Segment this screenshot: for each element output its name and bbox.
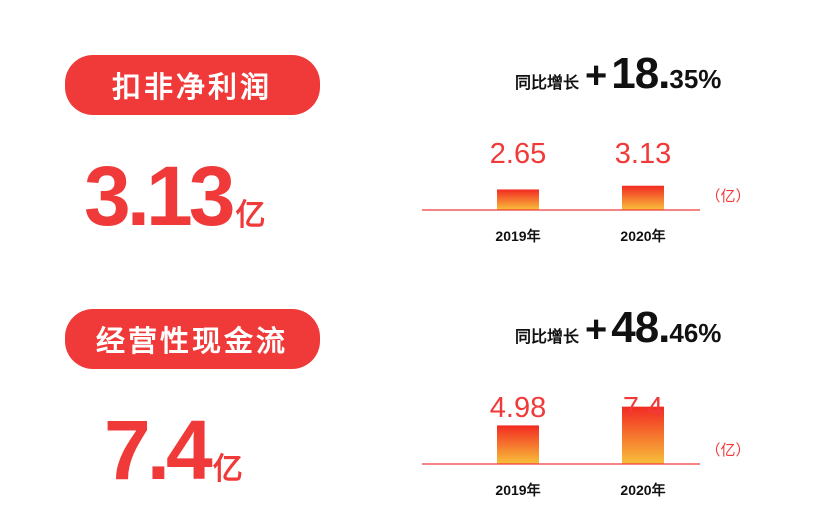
growth-sign: + [585,309,607,351]
headline-value: 7.4 [104,403,213,497]
x-tick-label: 2020年 [620,482,665,498]
section-title: 扣非净利润 [112,70,272,104]
headline-unit: 亿 [213,453,243,486]
value-label: 7.4 [623,392,663,424]
value-label: 4.98 [490,392,546,424]
growth-fraction: 35% [669,64,721,94]
title-pill [65,309,320,369]
bar [622,185,664,210]
growth: 同比增长 +48.46% [515,303,721,352]
growth-label: 同比增长 [515,73,580,92]
value-label: 3.13 [615,138,671,170]
headline-value: 3.13 [84,149,233,243]
growth: 同比增长 +18.35% [515,49,721,98]
growth-whole: 18. [611,49,669,98]
headline-unit: 亿 [236,199,266,232]
growth-sign: + [585,55,607,97]
x-tick-label: 2019年 [495,228,540,244]
headline: 3.13 亿 [84,149,266,243]
unit-label: （亿） [705,442,750,459]
bar [622,406,664,464]
x-tick-label: 2019年 [495,482,540,498]
section-title: 经营性现金流 [96,324,288,358]
headline: 7.4 亿 [104,403,243,497]
bar [497,189,539,210]
unit-label: （亿） [705,188,750,205]
bar [497,425,539,464]
growth-whole: 48. [611,303,669,352]
growth-fraction: 46% [669,318,721,348]
title-pill [65,55,320,115]
x-tick-label: 2020年 [620,228,665,244]
value-label: 2.65 [490,138,546,170]
growth-label: 同比增长 [515,327,580,346]
